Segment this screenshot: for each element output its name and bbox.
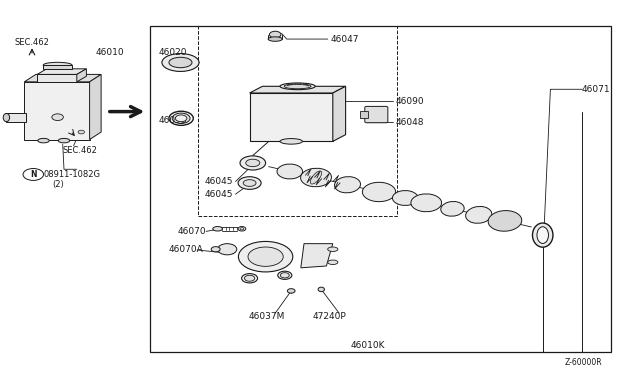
Ellipse shape	[244, 275, 255, 281]
Ellipse shape	[268, 37, 282, 41]
Ellipse shape	[211, 247, 220, 252]
Ellipse shape	[43, 62, 72, 68]
Polygon shape	[333, 86, 346, 141]
Text: 46070A: 46070A	[169, 246, 204, 254]
Ellipse shape	[362, 182, 396, 202]
Polygon shape	[77, 69, 86, 82]
Ellipse shape	[243, 180, 256, 186]
Ellipse shape	[284, 84, 311, 89]
FancyBboxPatch shape	[365, 106, 388, 123]
Ellipse shape	[175, 115, 187, 122]
Ellipse shape	[162, 54, 199, 71]
Text: 46070: 46070	[178, 227, 207, 236]
Ellipse shape	[238, 177, 261, 189]
Text: 46047: 46047	[330, 35, 359, 44]
Ellipse shape	[78, 130, 84, 134]
Ellipse shape	[466, 206, 492, 223]
Ellipse shape	[532, 223, 553, 247]
Ellipse shape	[269, 31, 281, 38]
Ellipse shape	[280, 138, 302, 144]
Text: 46020: 46020	[159, 48, 188, 57]
Ellipse shape	[328, 247, 338, 251]
Bar	[360, 111, 368, 118]
Text: SEC.462: SEC.462	[63, 146, 97, 155]
Text: Z-60000R: Z-60000R	[564, 358, 602, 367]
Ellipse shape	[218, 244, 237, 255]
Ellipse shape	[411, 194, 442, 212]
Text: 46093: 46093	[159, 116, 188, 125]
Polygon shape	[37, 69, 86, 74]
Text: 46010: 46010	[96, 48, 125, 57]
Ellipse shape	[310, 171, 322, 184]
Ellipse shape	[287, 289, 295, 293]
Ellipse shape	[3, 113, 10, 122]
Ellipse shape	[212, 227, 223, 231]
Text: N: N	[30, 170, 36, 179]
Ellipse shape	[246, 159, 260, 167]
Bar	[6, 113, 26, 122]
Bar	[250, 93, 333, 141]
Text: 46010K: 46010K	[351, 341, 385, 350]
Ellipse shape	[52, 114, 63, 121]
Text: 46048: 46048	[396, 118, 424, 126]
Text: SEC.462: SEC.462	[14, 38, 49, 47]
Ellipse shape	[58, 138, 70, 143]
Ellipse shape	[241, 274, 257, 283]
Ellipse shape	[248, 247, 283, 266]
Ellipse shape	[280, 273, 289, 278]
Ellipse shape	[301, 168, 332, 187]
Ellipse shape	[280, 83, 316, 90]
Bar	[37, 74, 77, 82]
Ellipse shape	[488, 211, 522, 231]
Text: 46045: 46045	[205, 177, 234, 186]
Ellipse shape	[277, 164, 303, 179]
Text: 46071: 46071	[581, 85, 610, 94]
Ellipse shape	[278, 271, 292, 279]
Ellipse shape	[238, 241, 292, 272]
Ellipse shape	[335, 177, 360, 193]
Ellipse shape	[328, 260, 338, 264]
Polygon shape	[250, 86, 346, 93]
Ellipse shape	[172, 113, 190, 124]
Bar	[43, 65, 72, 69]
Text: 46090: 46090	[396, 97, 424, 106]
Ellipse shape	[169, 57, 192, 68]
Polygon shape	[24, 82, 90, 140]
Text: 08911-1082G: 08911-1082G	[44, 170, 100, 179]
Ellipse shape	[240, 156, 266, 170]
Text: 46045: 46045	[205, 190, 234, 199]
Polygon shape	[301, 244, 333, 268]
Ellipse shape	[392, 190, 418, 205]
Polygon shape	[24, 74, 101, 82]
Text: (2): (2)	[52, 180, 64, 189]
Text: 46037M: 46037M	[248, 312, 285, 321]
Ellipse shape	[240, 228, 244, 230]
Text: 47240P: 47240P	[312, 312, 346, 321]
Ellipse shape	[537, 227, 548, 244]
Polygon shape	[90, 74, 101, 140]
Ellipse shape	[38, 138, 49, 143]
Ellipse shape	[318, 287, 324, 292]
Ellipse shape	[441, 202, 464, 216]
Bar	[150, 26, 611, 352]
Bar	[198, 26, 397, 216]
